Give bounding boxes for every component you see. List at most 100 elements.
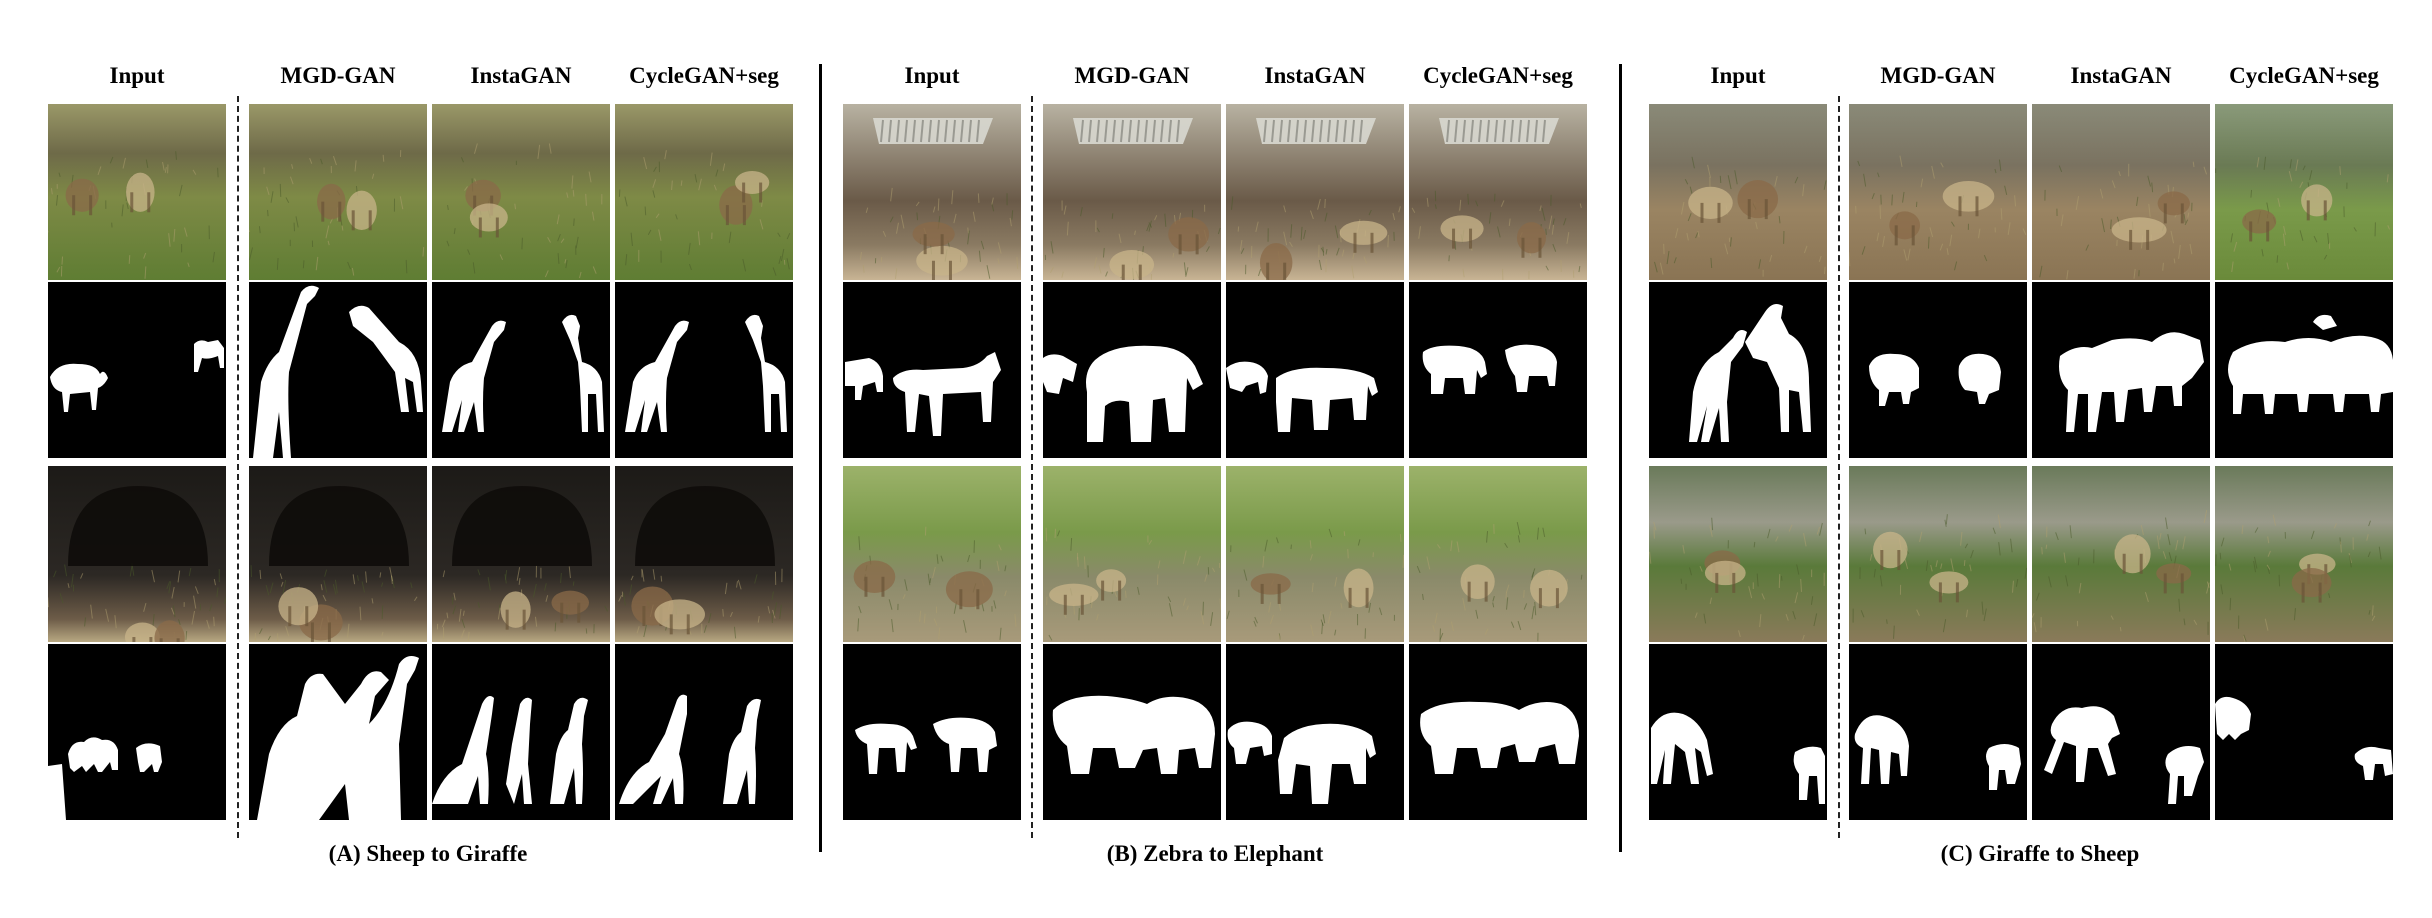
photo-texture — [2339, 166, 2341, 175]
photo-texture — [1500, 200, 1505, 207]
photo-texture — [1759, 614, 1762, 628]
photo-texture — [2272, 514, 2276, 526]
photo-animal-leg — [1266, 262, 1270, 280]
segmentation-mask — [2215, 644, 2393, 820]
photo-texture — [2000, 208, 2003, 220]
photo-texture — [1694, 612, 1698, 619]
photo-animal — [1737, 180, 1779, 219]
photo-animal-leg — [759, 182, 763, 203]
photo-texture — [1401, 626, 1404, 636]
photo-animal-leg — [2163, 203, 2167, 224]
photo-texture — [1264, 539, 1268, 552]
photo-texture — [722, 163, 726, 172]
photo-texture — [2340, 541, 2342, 553]
photo-texture — [1124, 590, 1127, 598]
photo-texture — [1456, 541, 1460, 553]
photo-texture — [1432, 625, 1436, 632]
photo-texture — [1541, 208, 1546, 221]
photo-texture — [2328, 593, 2331, 598]
photo-texture — [1946, 248, 1949, 255]
photo-texture — [1686, 232, 1689, 241]
photo-texture — [2386, 174, 2389, 183]
photo-animal — [1339, 220, 1388, 245]
photo-texture — [1048, 634, 1053, 641]
photo-texture — [996, 560, 1000, 571]
photo-texture — [2048, 576, 2052, 588]
photo-texture — [270, 191, 274, 203]
photo-texture — [963, 620, 967, 633]
mask-silhouette — [432, 696, 588, 804]
photo-roof-stripe — [1096, 119, 1100, 143]
photo-scene — [249, 466, 427, 642]
photo-texture — [742, 258, 747, 272]
photo-texture — [2267, 536, 2270, 544]
photo-texture — [128, 255, 131, 264]
photo-texture — [193, 595, 197, 609]
photo-animal-leg — [1467, 581, 1471, 602]
photo-texture — [671, 180, 673, 191]
photo-texture — [1916, 609, 1920, 616]
photo-texture — [2228, 563, 2232, 571]
photo-texture — [1542, 527, 1546, 538]
photo-texture — [1426, 197, 1429, 207]
photo-texture — [487, 577, 491, 591]
photo-background — [2032, 104, 2210, 280]
photo-texture — [1810, 596, 1814, 605]
photo-texture — [2229, 597, 2232, 611]
photo-roof-stripe — [1160, 119, 1164, 143]
photo-texture — [1303, 229, 1306, 239]
photo-animal-leg — [1715, 572, 1719, 593]
photo-texture — [568, 566, 571, 579]
photo-texture — [902, 594, 906, 600]
photo-background — [1409, 466, 1587, 642]
photo-texture — [1096, 227, 1100, 233]
photo-texture — [1703, 613, 1707, 624]
photo-texture — [2368, 520, 2371, 527]
photo-texture — [1796, 564, 1800, 575]
photo-texture — [2167, 534, 2171, 546]
photo-texture — [280, 581, 284, 587]
photo-texture — [554, 622, 557, 632]
photo-texture — [1363, 256, 1368, 264]
photo-texture — [697, 231, 701, 246]
photo-texture — [1788, 524, 1793, 532]
photo-texture — [1802, 634, 1805, 641]
photo-texture — [177, 570, 181, 583]
photo-animal-leg — [1353, 232, 1357, 253]
photo-texture — [2069, 525, 2072, 539]
photo-animal — [2114, 534, 2151, 574]
photo-texture — [1687, 213, 1692, 222]
segmentation-mask — [2032, 282, 2210, 458]
photo-texture — [477, 602, 480, 608]
photo-animal-leg — [1277, 583, 1281, 604]
photo-texture — [53, 570, 57, 578]
photo-texture — [1580, 574, 1583, 580]
photo-texture — [1824, 266, 1826, 275]
photo-texture — [2277, 198, 2281, 207]
photo-texture — [514, 203, 517, 210]
photo-roof-stripe — [1542, 119, 1546, 143]
photo-texture — [1004, 565, 1007, 572]
photo-texture — [2371, 615, 2376, 621]
photo-texture — [410, 582, 413, 589]
photo-animal-leg — [2122, 553, 2126, 574]
photo-animal-leg — [522, 609, 526, 630]
photo-texture — [1738, 630, 1741, 638]
photo-texture — [618, 595, 623, 602]
photo-texture — [1945, 514, 1948, 525]
photo-texture — [171, 586, 175, 599]
photo-texture — [105, 608, 110, 622]
photo-animal — [2157, 191, 2190, 216]
photo-background — [432, 104, 610, 280]
photo-animal — [916, 245, 968, 276]
photo-texture — [497, 607, 501, 620]
mask-instagan-1 — [2032, 282, 2210, 458]
photo-texture — [1182, 598, 1186, 606]
photo-animal-leg — [1764, 199, 1768, 220]
photo-texture — [1111, 213, 1114, 219]
photo-texture — [1083, 556, 1086, 570]
photo-texture — [653, 166, 657, 172]
photo-texture — [2187, 212, 2190, 218]
photo-texture — [48, 597, 50, 608]
photo-texture — [2065, 575, 2069, 587]
